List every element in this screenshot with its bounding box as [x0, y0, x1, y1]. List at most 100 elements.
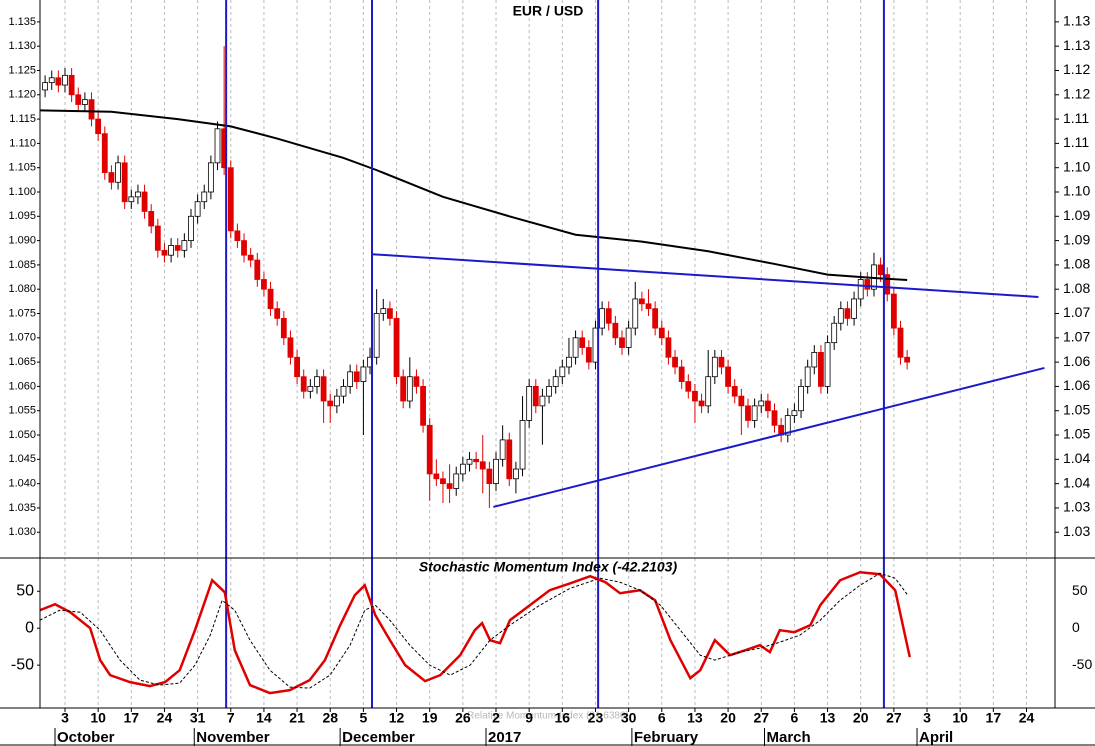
candle-body [121, 162, 128, 203]
candle-body [804, 366, 811, 387]
x-tick-label: 10 [90, 710, 106, 726]
candle-body [274, 308, 281, 319]
candle-body [406, 376, 413, 402]
candle-body [605, 308, 612, 324]
candle-body [532, 386, 539, 407]
candle-body [619, 337, 625, 348]
month-label: October [57, 729, 115, 746]
y2-tick-label: 1.10 [1063, 158, 1090, 174]
x-tick-label: 31 [190, 710, 206, 726]
candle-body [725, 366, 731, 387]
candle-body [764, 400, 771, 412]
y-tick-label: 1.070 [8, 332, 36, 344]
candle-body [194, 201, 201, 217]
candle-body [373, 313, 380, 358]
candle-body [459, 463, 466, 475]
candle-body [612, 322, 619, 339]
x-tick-label: 10 [952, 710, 968, 726]
y-tick-label: 1.065 [8, 356, 36, 368]
y2-tick-label: 1.10 [1063, 183, 1090, 199]
y2-tick-label: 1.04 [1063, 474, 1090, 490]
candle-body [552, 376, 559, 387]
candle-body [294, 356, 300, 378]
month-label: March [767, 729, 811, 746]
y-tick-label: 1.080 [8, 283, 36, 295]
x-tick-label: 21 [289, 710, 305, 726]
x-tick-label: 23 [588, 710, 604, 726]
candle-body [314, 376, 320, 387]
month-label: February [634, 729, 699, 746]
x-tick-label: 20 [853, 710, 869, 726]
candle-body [559, 366, 566, 378]
candle-body [645, 303, 652, 310]
x-tick-label: 20 [720, 710, 736, 726]
candle-body [360, 366, 367, 382]
y-tick-label: 1.105 [8, 162, 36, 174]
y-tick-label: 1.100 [8, 186, 36, 198]
x-tick-label: 3 [923, 710, 931, 726]
candle-body [473, 458, 480, 463]
candle-body [678, 366, 685, 382]
candle-body [174, 245, 181, 251]
candle-body [128, 196, 135, 203]
candle-body [88, 99, 95, 120]
indicator-line [39, 570, 912, 695]
candle-body [731, 386, 738, 397]
candle-body [658, 327, 665, 339]
candle-body [638, 298, 645, 305]
y-tick-label: 1.060 [8, 380, 36, 392]
candle-body [738, 395, 745, 407]
candle-body [333, 395, 340, 407]
candle-body [486, 468, 493, 485]
candle-body [466, 458, 473, 465]
chart-title: EUR / USD [513, 3, 584, 19]
candle-body [745, 405, 751, 421]
x-tick-label: 26 [455, 710, 471, 726]
candle-body [864, 279, 871, 290]
candle-body [798, 386, 804, 412]
x-tick-label: 30 [621, 710, 637, 726]
candle-body [884, 274, 891, 295]
candle-body [201, 191, 208, 203]
candle-body [857, 279, 864, 300]
candle-body [181, 240, 188, 251]
candle-body [890, 293, 897, 329]
y2-tick-label: 1.07 [1063, 304, 1090, 320]
y-tick-label: 1.130 [8, 40, 36, 52]
candle-body [844, 308, 851, 319]
y-tick-label: 1.035 [8, 502, 36, 514]
x-tick-label: 13 [820, 710, 836, 726]
x-tick-label: 12 [389, 710, 405, 726]
y-tick-label: 1.085 [8, 259, 36, 271]
candle-body [758, 400, 765, 407]
y-tick-label: 1.055 [8, 405, 36, 417]
candle-body [877, 264, 884, 276]
x-tick-label: 24 [1019, 710, 1035, 726]
y2-tick-label: 1.13 [1063, 13, 1090, 29]
x-tick-label: 27 [886, 710, 902, 726]
candle-body [479, 461, 486, 470]
month-label: December [342, 729, 415, 746]
y-tick-label: 0 [25, 619, 34, 636]
candle-body [572, 337, 579, 358]
candle-body [685, 381, 692, 392]
candle-body [115, 162, 121, 183]
candle-body [280, 317, 287, 339]
y2-tick-label: 1.08 [1063, 256, 1090, 272]
candle-body [387, 308, 393, 319]
candle-body [625, 327, 632, 348]
candle-body [340, 386, 347, 397]
candle-body [393, 317, 400, 378]
x-tick-label: 17 [124, 710, 140, 726]
candle-body [95, 118, 102, 135]
candle-body [599, 308, 606, 329]
candle-body [904, 356, 911, 363]
candle-body [353, 371, 360, 382]
candle-body [168, 245, 174, 256]
month-label: November [196, 729, 270, 746]
candle-body [433, 473, 440, 480]
candle-body [672, 356, 678, 368]
x-tick-label: 7 [227, 710, 235, 726]
y-tick-label: 1.030 [8, 526, 36, 538]
